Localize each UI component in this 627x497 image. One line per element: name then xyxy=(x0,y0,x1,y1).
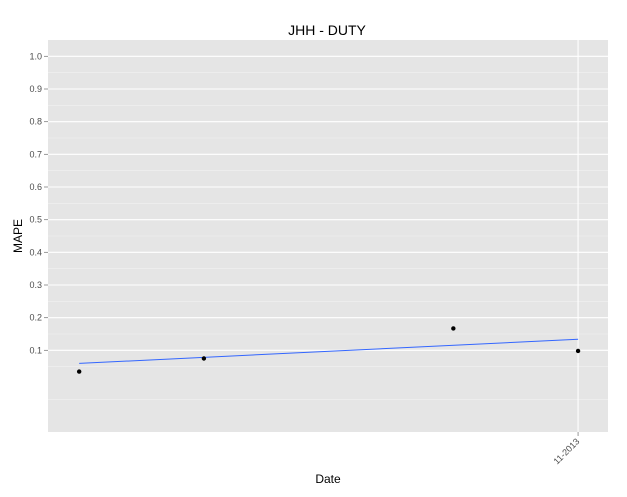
y-tick-label: 0.3 xyxy=(29,280,42,290)
data-point xyxy=(201,356,207,361)
x-axis-ticks: 11-2013 xyxy=(552,432,582,466)
minor-gridlines xyxy=(48,72,608,400)
y-axis-ticks: 0.1 0.2 0.3 0.4 0.5 0.6 0.7 0.8 0.9 1.0 xyxy=(29,51,48,355)
y-tick-label: 0.1 xyxy=(29,345,42,355)
y-tick-label: 0.8 xyxy=(29,117,42,127)
data-point xyxy=(76,369,82,374)
major-gridlines xyxy=(48,40,608,432)
trend-line xyxy=(79,338,579,364)
y-axis-title: MAPE xyxy=(11,219,25,253)
y-tick-label: 0.4 xyxy=(29,247,42,257)
data-points xyxy=(76,326,581,374)
y-tick-label: 0.2 xyxy=(29,313,42,323)
y-tick-label: 1.0 xyxy=(29,51,42,61)
data-point xyxy=(451,326,456,331)
x-tick-label: 11-2013 xyxy=(552,436,582,466)
y-tick-label: 0.6 xyxy=(29,182,42,192)
data-point xyxy=(575,348,581,354)
chart-title: JHH - DUTY xyxy=(288,22,366,38)
y-tick-label: 0.5 xyxy=(29,215,42,225)
x-axis-title: Date xyxy=(315,472,341,486)
y-tick-label: 0.7 xyxy=(29,149,42,159)
y-tick-label: 0.9 xyxy=(29,84,42,94)
